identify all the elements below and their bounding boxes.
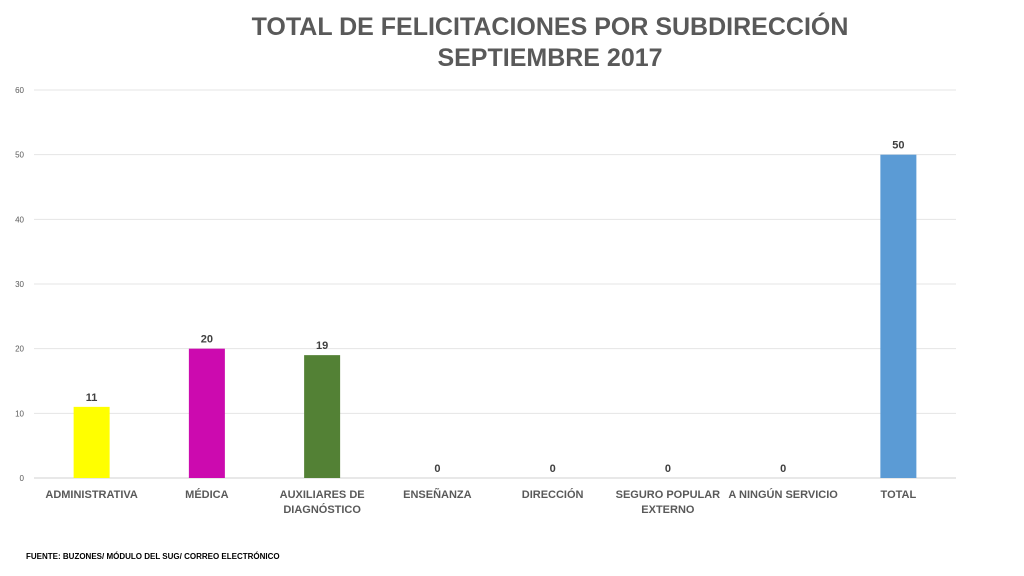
- y-tick-label: 20: [15, 345, 24, 354]
- y-tick-label: 0: [20, 474, 25, 483]
- data-label: 0: [434, 463, 440, 475]
- x-tick-label-line: TOTAL: [881, 489, 917, 501]
- source-note: FUENTE: BUZONES/ MÓDULO DEL SUG/ CORREO …: [26, 552, 280, 561]
- bar: [73, 406, 110, 478]
- bar: [304, 355, 341, 478]
- data-label: 50: [892, 140, 904, 152]
- data-label: 20: [201, 334, 213, 346]
- x-tick-label-line: A NINGÚN SERVICIO: [728, 488, 838, 501]
- data-label: 11: [86, 392, 98, 404]
- data-label: 19: [316, 340, 328, 352]
- x-tick-label: ENSEÑANZA: [403, 488, 472, 501]
- x-tick-label: A NINGÚN SERVICIO: [728, 488, 838, 501]
- x-tick-label-line: MÉDICA: [185, 488, 228, 501]
- x-tick-label: ADMINISTRATIVA: [45, 489, 138, 501]
- x-tick-label: TOTAL: [881, 489, 917, 501]
- x-tick-label: SEGURO POPULAR EXTERNO: [616, 489, 721, 516]
- data-label: 0: [780, 463, 786, 475]
- x-tick-label-line: ENSEÑANZA: [403, 488, 472, 501]
- x-tick-label-line: SEGURO POPULAR: [616, 489, 721, 501]
- x-tick-label: AUXILIARES DE DIAGNÓSTICO: [280, 489, 365, 516]
- y-tick-label: 60: [15, 86, 24, 95]
- chart-title-line-1: TOTAL DE FELICITACIONES POR SUBDIRECCIÓN: [251, 13, 849, 41]
- bar: [188, 348, 225, 478]
- x-tick-label: MÉDICA: [185, 488, 228, 501]
- data-label: 0: [550, 463, 556, 475]
- x-tick-label-line: DIRECCIÓN: [522, 488, 584, 501]
- y-tick-label: 50: [15, 151, 24, 160]
- y-tick-label: 40: [15, 215, 24, 224]
- x-tick-label-line: AUXILIARES DE: [280, 489, 365, 501]
- x-tick-label-line: EXTERNO: [641, 504, 695, 516]
- x-tick-label-line: ADMINISTRATIVA: [45, 489, 138, 501]
- y-tick-label: 10: [15, 409, 24, 418]
- y-tick-label: 30: [15, 280, 24, 289]
- data-label: 0: [665, 463, 671, 475]
- chart-title-line-2: SEPTIEMBRE 2017: [437, 44, 663, 72]
- chart-title: TOTAL DE FELICITACIONES POR SUBDIRECCIÓN…: [0, 12, 1024, 74]
- bar: [880, 154, 917, 478]
- x-tick-label: DIRECCIÓN: [522, 488, 584, 501]
- x-tick-label-line: DIAGNÓSTICO: [283, 503, 361, 516]
